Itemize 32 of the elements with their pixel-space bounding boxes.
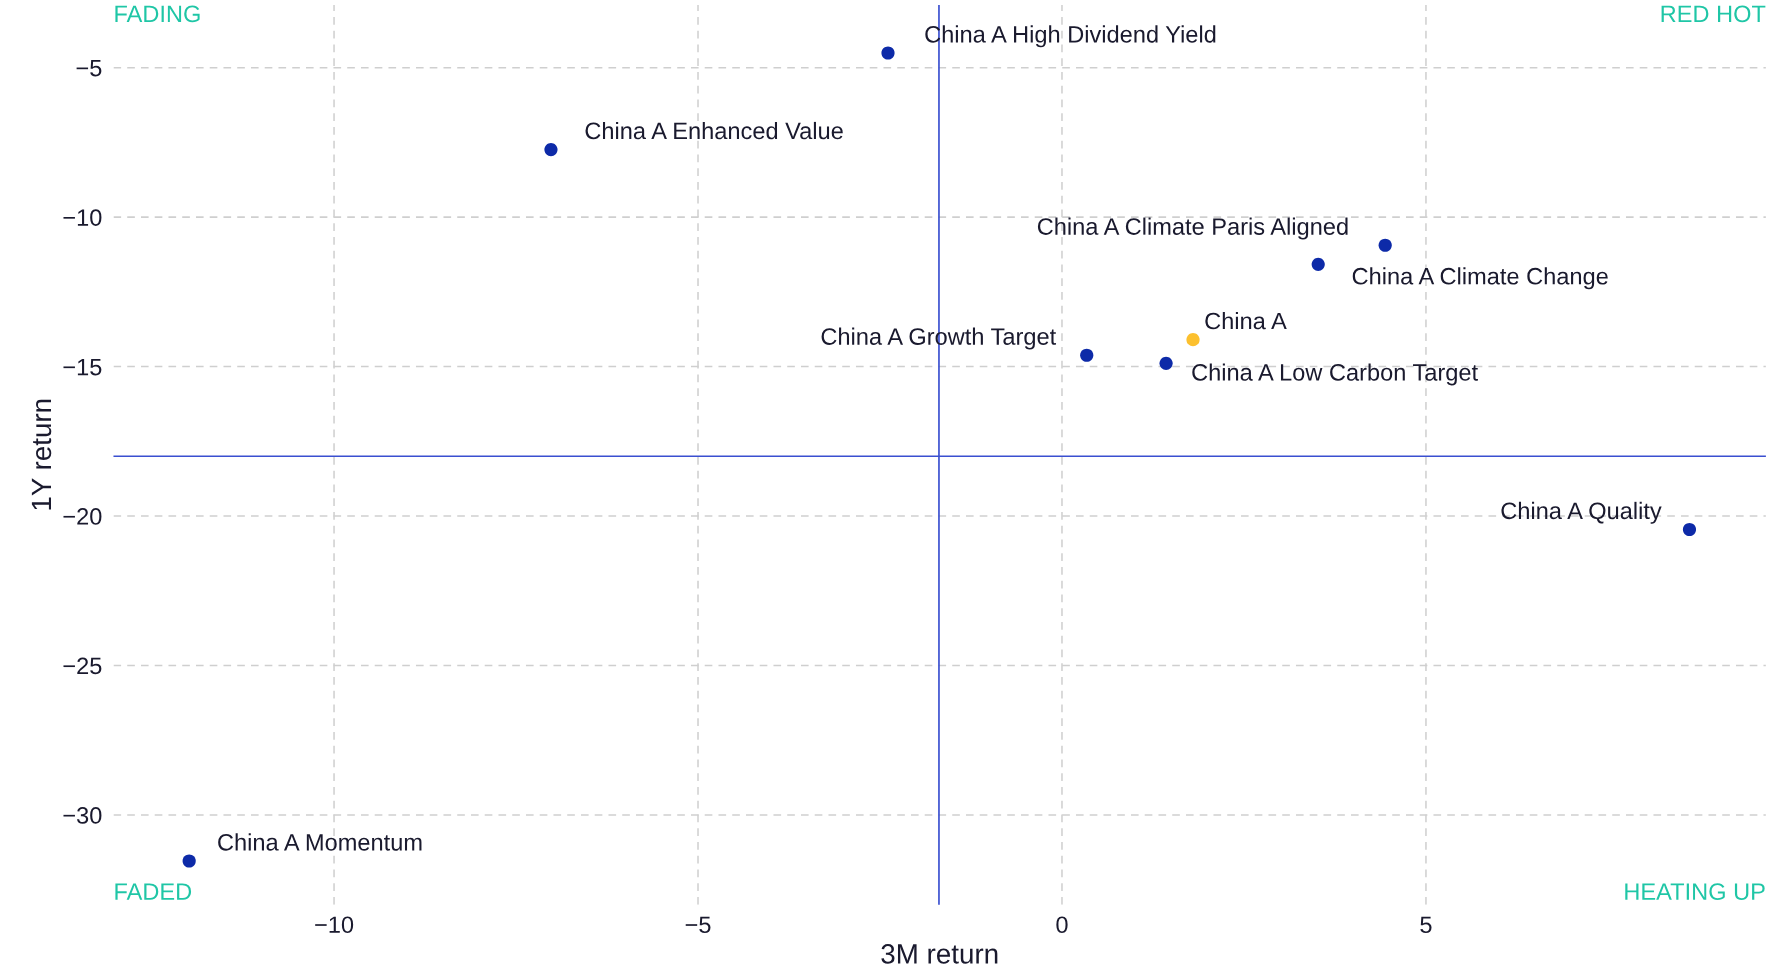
series-label: China A Climate Change bbox=[1352, 267, 1608, 290]
point bbox=[1311, 257, 1325, 271]
annotation: FADED bbox=[115, 883, 192, 900]
point bbox=[1682, 522, 1697, 537]
point bbox=[881, 46, 895, 60]
series-label: China A Enhanced Value bbox=[585, 121, 843, 140]
annotation: RED HOT bbox=[1661, 5, 1766, 23]
point bbox=[1080, 348, 1094, 362]
series-label: China A bbox=[1205, 312, 1287, 330]
y-tick-label: −30 bbox=[63, 807, 102, 824]
series-label: China A Low Carbon Target bbox=[1192, 363, 1478, 386]
point bbox=[1186, 333, 1200, 347]
x-tick-label: 0 bbox=[1056, 916, 1068, 934]
series-label: China A Climate Paris Aligned bbox=[1037, 217, 1348, 240]
point bbox=[1378, 238, 1392, 252]
x-tick-label: 5 bbox=[1420, 916, 1432, 934]
x-axis-title: 3M return bbox=[881, 944, 998, 964]
point bbox=[182, 854, 196, 868]
x-tick-label: −10 bbox=[315, 916, 354, 934]
x-tick-label: −5 bbox=[685, 916, 711, 934]
series-label: China A Momentum bbox=[218, 833, 422, 851]
annotation: FADING bbox=[115, 5, 200, 23]
point bbox=[1159, 356, 1173, 370]
y-axis-title: 1Y return bbox=[31, 399, 52, 510]
y-tick-label: −20 bbox=[63, 508, 102, 525]
y-tick-label: −10 bbox=[63, 209, 102, 226]
series-label: China A Quality bbox=[1501, 501, 1662, 524]
point bbox=[544, 142, 558, 157]
annotation: HEATING UP bbox=[1625, 883, 1765, 900]
y-tick-label: −25 bbox=[63, 657, 102, 675]
y-tick-label: −5 bbox=[76, 59, 102, 77]
y-tick-label: −15 bbox=[63, 358, 102, 376]
